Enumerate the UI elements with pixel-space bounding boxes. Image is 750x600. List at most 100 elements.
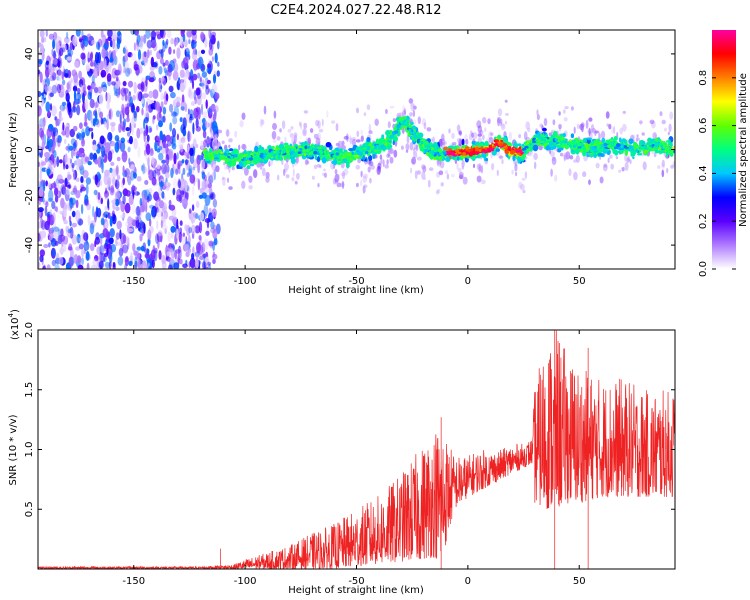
spectrogram-noise-cell — [136, 44, 140, 52]
spectrogram-noise-cell — [209, 174, 213, 178]
spectrogram-noise-cell — [523, 131, 528, 141]
spectrogram-noise-cell — [291, 136, 296, 144]
spectrogram-noise-cell — [141, 60, 145, 66]
spectrogram-signal-cell — [628, 138, 634, 144]
spectrogram-noise-cell — [201, 92, 207, 100]
spectrogram-noise-cell — [38, 58, 43, 65]
spectrogram-noise-cell — [99, 111, 104, 119]
spectrogram-noise-cell — [78, 70, 82, 80]
spectrogram-noise-cell — [217, 129, 222, 134]
spectrogram-noise-cell — [197, 56, 204, 69]
spectrogram-noise-cell — [92, 144, 98, 151]
spectrogram-noise-cell — [525, 121, 530, 130]
spectrogram-noise-cell — [120, 242, 124, 252]
spectrogram-noise-cell — [54, 187, 59, 197]
spectrogram-signal-cell — [562, 133, 566, 138]
spectrogram-noise-cell — [533, 152, 538, 161]
spectrogram-noise-cell — [212, 198, 218, 208]
spectrogram-noise-cell — [176, 228, 179, 240]
spectrogram-noise-cell — [168, 46, 172, 55]
spectrogram-noise-cell — [472, 132, 478, 140]
spectrogram-noise-cell — [152, 169, 157, 179]
spectrogram-noise-cell — [194, 96, 197, 105]
spectrogram-noise-cell — [315, 119, 320, 127]
spectrogram-noise-cell — [163, 210, 169, 220]
spectrogram-noise-cell — [191, 30, 197, 36]
spectrogram-noise-cell — [107, 131, 113, 142]
spectrogram-noise-cell — [131, 202, 136, 215]
spectrogram-noise-cell — [102, 228, 109, 238]
spectrogram-noise-cell — [71, 210, 76, 218]
spectrogram-noise-cell — [514, 161, 518, 167]
spectrogram-noise-cell — [159, 130, 163, 141]
spectrogram-noise-cell — [164, 227, 167, 235]
spectrogram-noise-cell — [212, 74, 217, 84]
spectrogram-noise-cell — [75, 210, 81, 222]
spectrogram-noise-cell — [208, 39, 213, 50]
spectrogram-noise-cell — [150, 30, 157, 40]
spectrogram-noise-cell — [38, 221, 41, 229]
spectrogram-noise-cell — [208, 30, 212, 40]
spectrogram-noise-cell — [71, 234, 78, 245]
spectrogram-noise-cell — [65, 164, 69, 170]
spectrogram-noise-cell — [242, 144, 247, 151]
spectrogram-noise-cell — [143, 51, 147, 58]
spectrogram-noise-cell — [410, 167, 413, 174]
spectrogram-noise-cell — [417, 116, 421, 125]
spectrogram-noise-cell — [65, 225, 68, 233]
spectrogram-noise-cell — [197, 72, 201, 79]
spectrogram-noise-cell — [64, 36, 70, 44]
spectrogram-noise-cell — [313, 133, 319, 140]
spectrogram-noise-cell — [335, 123, 339, 132]
spectrogram-noise-cell — [271, 130, 277, 140]
spectrogram-noise-cell — [55, 131, 59, 142]
spectrogram-noise-cell — [89, 61, 94, 67]
spectrogram-noise-cell — [594, 130, 600, 134]
spectrogram-noise-cell — [321, 118, 324, 127]
spectrogram-noise-cell — [94, 240, 97, 248]
spectrogram-noise-cell — [100, 159, 104, 170]
spectrogram-noise-cell — [226, 128, 229, 138]
spectrogram-noise-cell — [198, 235, 202, 241]
spectrogram-noise-cell — [389, 149, 394, 155]
spectrogram-signal-cell — [485, 158, 489, 162]
spectrogram-noise-cell — [87, 91, 92, 100]
spectrogram-noise-cell — [446, 173, 450, 180]
spectrogram-noise-cell — [205, 99, 208, 109]
spectrogram-noise-cell — [40, 43, 45, 55]
spectrogram-noise-cell — [162, 224, 168, 231]
spectrogram-noise-cell — [87, 214, 91, 226]
spectrogram-noise-cell — [208, 186, 213, 196]
spectrogram-noise-cell — [51, 226, 55, 234]
spectrogram-noise-cell — [89, 52, 93, 62]
spectrogram-noise-cell — [189, 174, 196, 184]
spectrogram-noise-cell — [412, 148, 416, 155]
spectrogram-signal-cell — [353, 154, 359, 158]
spectrogram-noise-cell — [135, 66, 140, 76]
spectrogram-noise-cell — [194, 213, 199, 219]
spectrogram-noise-cell — [497, 108, 503, 117]
spectrogram-noise-cell — [56, 156, 60, 168]
spectrogram-noise-cell — [376, 165, 381, 175]
spectrogram-noise-cell — [99, 236, 103, 246]
spectrogram-noise-cell — [59, 234, 66, 242]
spectrogram-noise-cell — [85, 251, 90, 261]
spectrogram-noise-cell — [103, 243, 109, 249]
spectrogram-noise-cell — [41, 196, 45, 203]
spectrogram-noise-cell — [43, 36, 47, 43]
spectrogram-noise-cell — [319, 164, 322, 169]
spectrogram-noise-cell — [79, 164, 83, 170]
spectrogram-noise-cell — [199, 212, 205, 221]
spectrogram-noise-cell — [44, 205, 48, 217]
spectrogram-noise-cell — [179, 220, 183, 226]
spectrogram-noise-cell — [122, 177, 125, 186]
spectrogram-noise-cell — [253, 169, 258, 179]
spectrogram-noise-cell — [171, 142, 174, 149]
spectrogram-noise-cell — [163, 67, 167, 74]
spectrogram-noise-cell — [60, 184, 66, 195]
spectrogram-noise-cell — [317, 183, 320, 188]
spectrogram-noise-cell — [552, 119, 556, 126]
spectrogram-noise-cell — [125, 117, 130, 123]
spectrogram-noise-cell — [147, 40, 152, 49]
